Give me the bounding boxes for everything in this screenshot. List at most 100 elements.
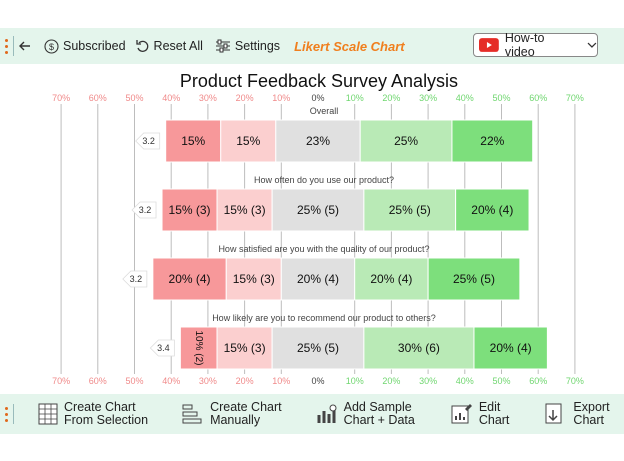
tick-label-top: 30% [199,93,217,103]
score-badge [122,270,148,288]
table-icon [38,403,58,425]
likert-segment [216,188,273,232]
tick-label-top: 40% [162,93,180,103]
youtube-icon [479,38,499,52]
tick-label-bottom: 40% [162,376,180,386]
likert-segment [220,119,277,163]
score-value: 3.2 [139,205,152,215]
tick-label-top: 20% [236,93,254,103]
segment-label: 25% (5) [389,203,431,217]
segment-label: 25% (5) [453,272,495,286]
create-chart-manually-button[interactable]: Create Chart Manually [182,401,282,427]
tick-label-bottom: 60% [89,376,107,386]
add-sample-chart-button[interactable]: Add Sample Chart + Data [316,401,415,427]
settings-label: Settings [234,39,281,53]
survey-row: How satisfied are you with the quality o… [122,244,521,301]
tick-label-bottom: 20% [382,376,400,386]
tick-label-top: 70% [566,93,584,103]
likert-segment [473,326,548,370]
segment-label: 25% (5) [297,203,339,217]
edit-chart-icon [451,404,472,424]
question-label: Overall [310,106,339,116]
segment-label: 15% (3) [233,272,275,286]
edit-line2: Chart [478,413,510,427]
question-label: How often do you use our product? [254,175,394,185]
list-chart-icon [182,404,202,424]
settings-button[interactable]: Settings [215,39,280,53]
survey-row: How likely are you to recommend our prod… [149,313,548,370]
chart-title: Product Feedback Survey Analysis [180,71,458,91]
segment-label: 25% (5) [297,341,339,355]
export-icon [545,403,562,424]
tick-label-bottom: 10% [272,376,290,386]
reset-all-button[interactable]: Reset All [135,39,203,53]
segment-label: 25% [394,134,418,148]
tick-label-bottom: 70% [566,376,584,386]
tick-label-bottom: 70% [52,376,70,386]
tick-label-top: 20% [382,93,400,103]
export-line2: Chart [573,413,604,427]
create-selection-line1: Create Chart [64,400,136,414]
drag-handle-icon[interactable] [5,38,8,54]
top-toolbar: $ Subscribed Reset All Settings Likert S… [0,28,624,64]
likert-segment [225,257,282,301]
likert-chart: Product Feedback Survey Analysis 70% 60% 5… [52,71,584,386]
create-chart-from-selection-button[interactable]: Create Chart From Selection [38,401,148,427]
segment-label: 20% (4) [169,272,211,286]
segment-label: 15% (3) [224,203,266,217]
likert-segment [275,119,361,163]
tick-label-bottom: 60% [529,376,547,386]
likert-segment [363,326,475,370]
segment-label: 15% [236,134,260,148]
score-value: 3.2 [142,136,155,146]
subscribed-button[interactable]: $ Subscribed [44,38,126,54]
tick-label-top: 0% [311,93,324,103]
tick-label-bottom: 20% [236,376,254,386]
likert-segment [427,257,521,301]
arrow-left-icon [19,41,30,51]
tick-label-top: 10% [346,93,364,103]
tick-label-bottom: 40% [456,376,474,386]
tick-label-bottom: 50% [125,376,143,386]
add-sample-line2: Chart + Data [343,413,415,427]
sliders-icon [215,39,230,53]
likert-segment [455,188,530,232]
back-button[interactable] [18,39,32,53]
undo-icon [135,40,148,52]
question-label: How likely are you to recommend our prod… [212,313,436,323]
tick-label-bottom: 10% [346,376,364,386]
likert-segment [451,119,534,163]
segment-label: 10% (2) [193,330,204,365]
tick-label-top: 10% [272,93,290,103]
subscribed-label: Subscribed [63,39,126,53]
create-manual-line2: Manually [210,413,261,427]
edit-line1: Edit [478,400,501,414]
segment-label: 20% (4) [471,203,513,217]
score-badge [149,339,175,357]
score-badge [135,132,161,150]
score-value: 3.2 [130,274,143,284]
segment-label: 22% [480,134,504,148]
segment-label: 23% [306,134,330,148]
edit-chart-button[interactable]: Edit Chart [451,400,510,427]
likert-segment [280,257,356,301]
likert-segment [354,257,429,301]
howto-label: How-to video [504,31,545,59]
tick-label-bottom: 0% [311,376,324,386]
segment-label: 20% (4) [490,341,532,355]
likert-segment [271,326,365,370]
export-line1: Export [573,400,610,414]
export-chart-button[interactable]: Export Chart [545,400,610,427]
howto-video-dropdown[interactable]: How-to video [473,31,598,59]
app-title: Likert Scale Chart [294,38,405,54]
likert-segment [363,188,457,232]
dollar-circle-icon: $ [44,38,59,54]
segment-label: 20% (4) [297,272,339,286]
drag-handle-icon[interactable] [5,406,8,422]
segment-label: 15% (3) [224,341,266,355]
tick-label-bottom: 50% [492,376,510,386]
tick-label-top: 60% [529,93,547,103]
divider [13,36,14,56]
divider [13,404,14,424]
chevron-down-icon [587,42,597,48]
